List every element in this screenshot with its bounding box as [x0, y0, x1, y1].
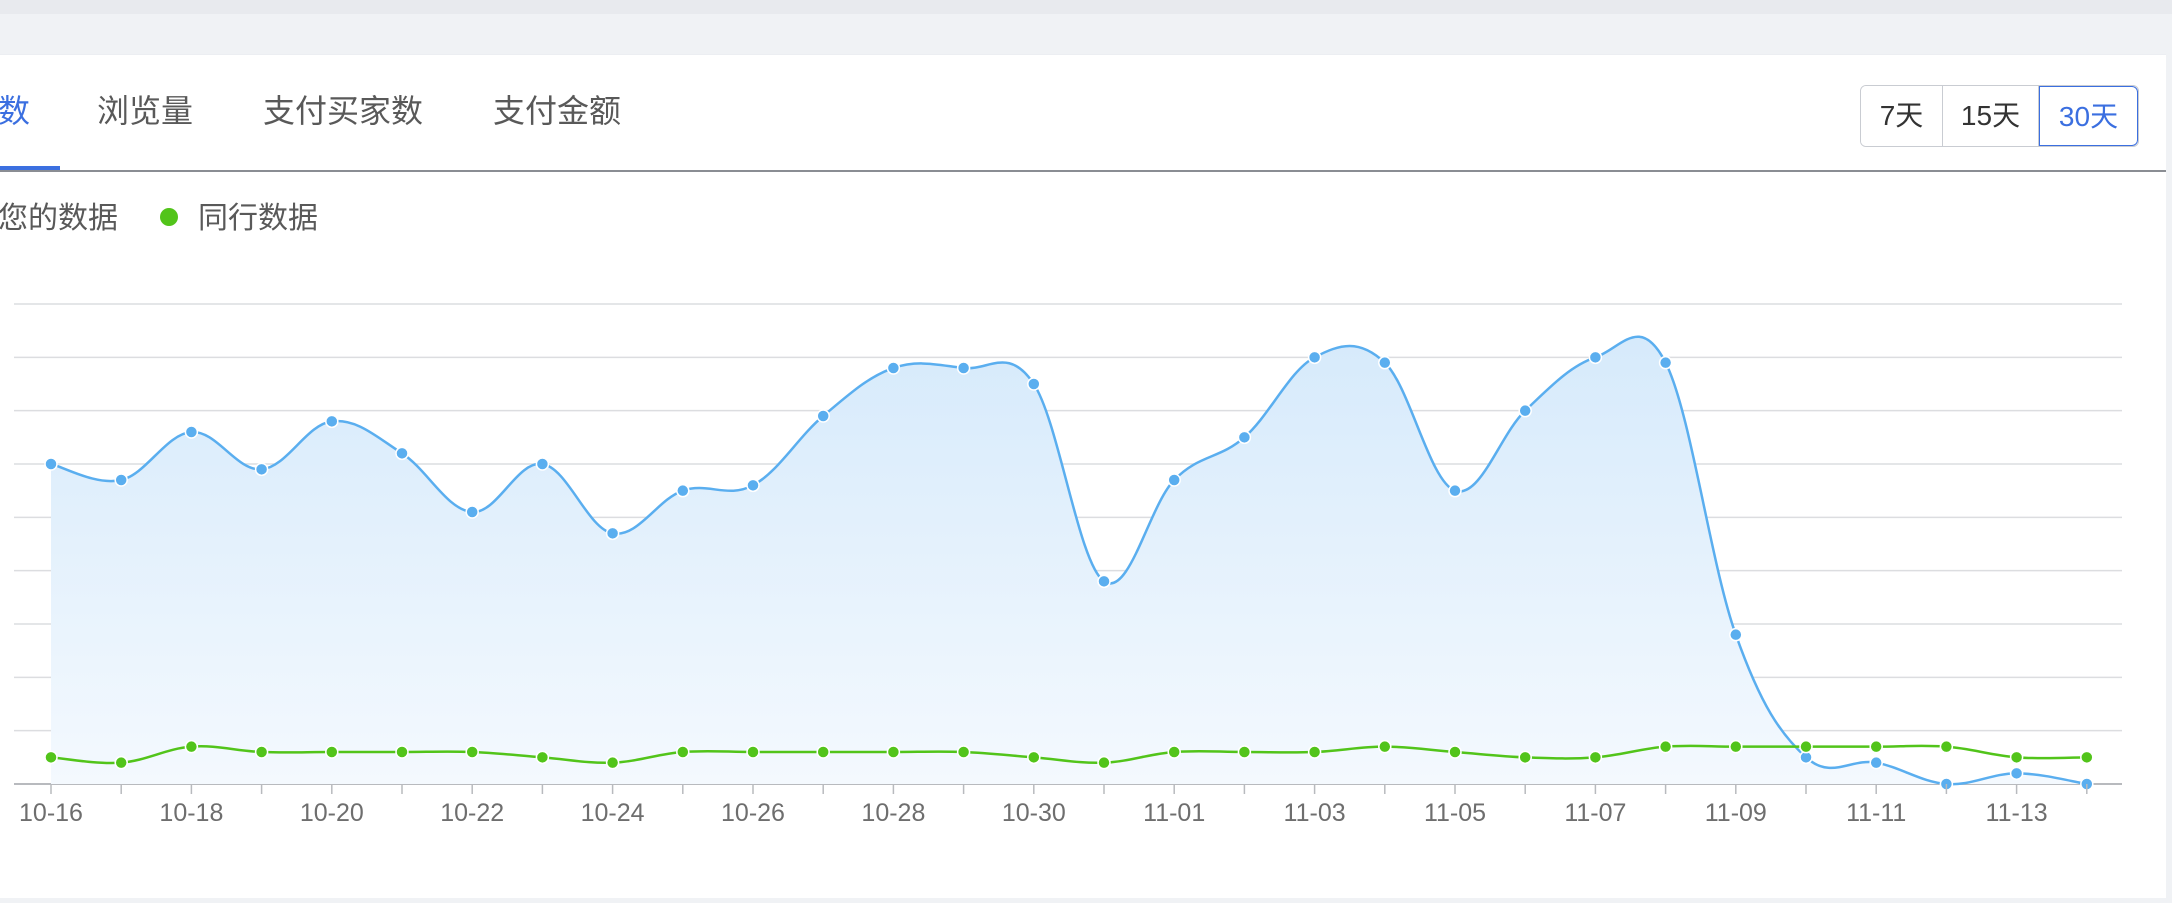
x-tick-label: 10-28: [861, 799, 925, 827]
data-point-own[interactable]: [956, 361, 971, 375]
x-tick-label: 11-01: [1143, 799, 1205, 827]
data-point-peer[interactable]: [2009, 750, 2024, 765]
data-point-peer[interactable]: [254, 745, 269, 759]
data-point-own[interactable]: [325, 414, 339, 429]
metric-tabs: 数 浏览量 支付买家数 支付金额 7天 15天 30天: [0, 55, 2166, 172]
legend-item-own[interactable]: 您的数据: [0, 199, 118, 239]
data-point-peer[interactable]: [44, 750, 58, 765]
data-point-own[interactable]: [1237, 430, 1252, 445]
data-point-own[interactable]: [1027, 377, 1041, 391]
data-point-peer[interactable]: [535, 750, 550, 765]
page-header-strip: [0, 14, 2172, 54]
series-line-peer: [50, 744, 2087, 765]
range-7-days-button[interactable]: 7天: [1861, 86, 1943, 146]
data-point-own[interactable]: [114, 473, 128, 487]
data-point-peer[interactable]: [1097, 755, 1111, 770]
range-15-days-button[interactable]: 15天: [1943, 86, 2039, 146]
data-point-own[interactable]: [1097, 574, 1111, 589]
data-point-own[interactable]: [395, 446, 409, 461]
data-point-own[interactable]: [605, 526, 620, 541]
data-point-peer[interactable]: [746, 745, 760, 759]
data-point-peer[interactable]: [605, 755, 620, 770]
data-point-own[interactable]: [1658, 355, 1673, 370]
data-point-peer[interactable]: [2080, 750, 2094, 765]
active-tab-underline: [0, 166, 60, 170]
legend-label-peer: 同行数据: [198, 202, 318, 235]
data-point-own[interactable]: [886, 361, 901, 375]
x-axis-ticks: 10-16 10-18 10-20 10-22 10-24 10-26 10-28 10-30…: [19, 784, 2088, 827]
data-point-peer[interactable]: [886, 745, 901, 759]
range-30-days-button[interactable]: 30天: [2039, 86, 2138, 146]
data-point-own[interactable]: [44, 457, 58, 471]
data-point-peer[interactable]: [676, 745, 690, 759]
window-top-bar: [0, 0, 2172, 14]
legend-dot-peer-icon: [160, 208, 178, 227]
data-point-own[interactable]: [2009, 766, 2024, 781]
data-point-peer[interactable]: [1237, 745, 1252, 759]
data-point-peer[interactable]: [465, 745, 479, 759]
x-tick-label: 10-24: [581, 799, 645, 827]
data-point-peer[interactable]: [395, 745, 409, 759]
data-point-peer[interactable]: [956, 745, 971, 759]
data-point-own[interactable]: [676, 483, 690, 498]
data-point-peer[interactable]: [325, 745, 339, 759]
data-point-own[interactable]: [1378, 355, 1392, 370]
data-point-peer[interactable]: [1518, 750, 1532, 765]
page-right-margin: [2166, 54, 2172, 903]
data-point-own[interactable]: [1307, 350, 1322, 365]
data-point-peer[interactable]: [1448, 745, 1462, 759]
tab-paying-buyers[interactable]: 支付买家数: [263, 93, 424, 129]
data-point-own[interactable]: [254, 462, 269, 477]
data-point-own[interactable]: [184, 425, 199, 439]
data-point-own[interactable]: [746, 478, 760, 493]
data-point-peer[interactable]: [1869, 739, 1883, 754]
chart-series: [44, 335, 2094, 791]
date-range-selector: 7天 15天 30天: [1860, 85, 2139, 147]
data-point-peer[interactable]: [1729, 739, 1743, 754]
x-tick-label: 10-16: [19, 799, 83, 827]
data-point-own[interactable]: [1729, 627, 1743, 642]
x-tick-label: 10-30: [1002, 799, 1066, 827]
x-tick-label: 11-09: [1705, 799, 1767, 827]
data-point-peer[interactable]: [1658, 739, 1673, 754]
x-tick-label: 11-07: [1564, 799, 1626, 827]
data-point-own[interactable]: [1448, 483, 1462, 498]
data-point-own[interactable]: [1518, 403, 1532, 418]
legend-item-peer[interactable]: 同行数据: [160, 199, 318, 239]
x-tick-label: 10-18: [159, 799, 223, 827]
data-point-peer[interactable]: [114, 755, 128, 770]
x-tick-label: 10-22: [440, 799, 504, 827]
data-point-peer[interactable]: [184, 739, 199, 754]
data-point-peer[interactable]: [1939, 739, 1954, 754]
x-tick-label: 11-13: [1986, 799, 2048, 827]
x-tick-label: 11-11: [1846, 799, 1906, 827]
data-point-peer[interactable]: [1027, 750, 1041, 765]
data-point-peer[interactable]: [1307, 745, 1322, 759]
x-tick-label: 11-05: [1424, 799, 1486, 827]
data-point-own[interactable]: [816, 409, 830, 423]
tab-pageviews[interactable]: 浏览量: [97, 93, 194, 129]
trend-chart: 10-16 10-18 10-20 10-22 10-24 10-26 10-28 10-30…: [14, 303, 2122, 827]
legend-label-own: 您的数据: [0, 202, 118, 235]
data-point-peer[interactable]: [816, 745, 830, 759]
tab-payment-amount[interactable]: 支付金额: [493, 93, 622, 129]
data-point-peer[interactable]: [1167, 745, 1181, 759]
data-point-own[interactable]: [1869, 755, 1883, 770]
x-tick-label: 10-26: [721, 799, 785, 827]
data-point-own[interactable]: [465, 505, 479, 519]
series-area-own: [51, 336, 2087, 785]
data-point-own[interactable]: [1588, 350, 1603, 365]
x-tick-label: 10-20: [300, 799, 364, 827]
data-point-peer[interactable]: [1378, 739, 1392, 754]
data-point-peer[interactable]: [1799, 739, 1813, 754]
data-point-own[interactable]: [535, 457, 550, 471]
x-tick-label: 11-03: [1284, 799, 1346, 827]
data-point-peer[interactable]: [1588, 750, 1603, 765]
tab-visitors[interactable]: 数: [0, 93, 31, 129]
data-point-own[interactable]: [1167, 473, 1181, 487]
